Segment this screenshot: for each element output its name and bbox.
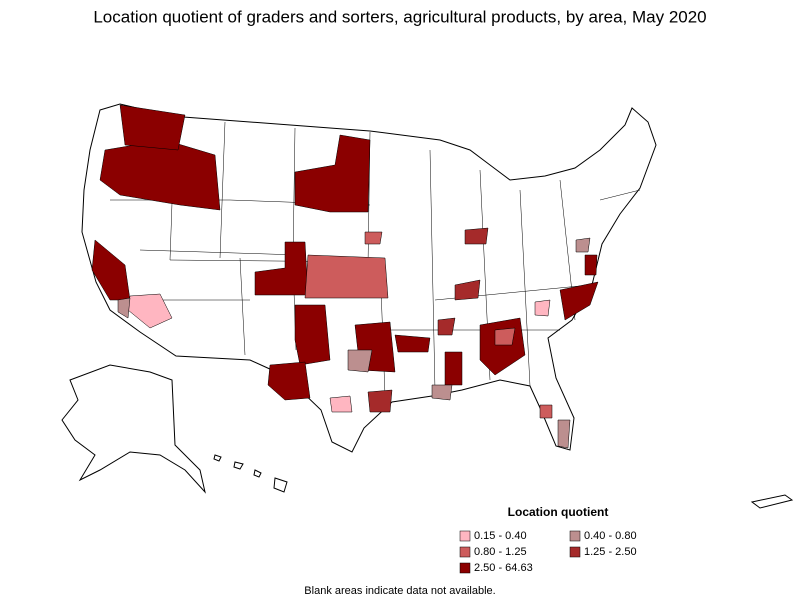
legend-label: 0.40 - 0.80 (584, 530, 637, 542)
alaska (61, 364, 206, 494)
area-shade (557, 419, 571, 449)
area-shade (294, 134, 371, 213)
area-shade (534, 299, 551, 317)
area-shade (539, 404, 553, 419)
area-shade (347, 349, 373, 373)
area-shade (367, 389, 393, 413)
area-shade (364, 231, 383, 245)
footnote: Blank areas indicate data not available. (304, 585, 495, 597)
legend: Location quotient 0.15 - 0.40 0.40 - 0.80… (459, 505, 637, 574)
legend-title: Location quotient (508, 505, 609, 519)
us-map (61, 103, 794, 509)
hawaii (213, 454, 288, 493)
area-shade (494, 327, 516, 346)
area-shade (394, 334, 431, 353)
area-shade (444, 351, 463, 386)
area-shade (464, 227, 489, 245)
legend-swatch (569, 546, 581, 558)
puerto-rico (750, 494, 794, 509)
legend-swatch (459, 562, 471, 574)
legend-items: 0.15 - 0.40 0.40 - 0.80 0.80 - 1.25 1.25 - … (459, 530, 637, 574)
legend-swatch (569, 530, 581, 542)
legend-label: 1.25 - 2.50 (584, 546, 637, 558)
area-shade (584, 254, 598, 276)
area-shade (454, 279, 481, 301)
legend-label: 2.50 - 64.63 (474, 562, 533, 574)
area-shade (559, 281, 599, 321)
legend-label: 0.15 - 0.40 (474, 530, 527, 542)
area-shade (575, 237, 591, 253)
area-shade (437, 317, 456, 336)
area-shade (117, 297, 131, 319)
area-shade (304, 254, 389, 299)
area-shade (431, 384, 453, 401)
legend-swatch (459, 546, 471, 558)
map-title: Location quotient of graders and sorters… (93, 7, 706, 26)
area-shade (267, 361, 311, 401)
area-shade (294, 304, 331, 366)
legend-label: 0.80 - 1.25 (474, 546, 527, 558)
area-shade (119, 104, 186, 151)
area-shade (254, 241, 309, 296)
legend-swatch (459, 530, 471, 542)
area-shade (329, 395, 353, 413)
